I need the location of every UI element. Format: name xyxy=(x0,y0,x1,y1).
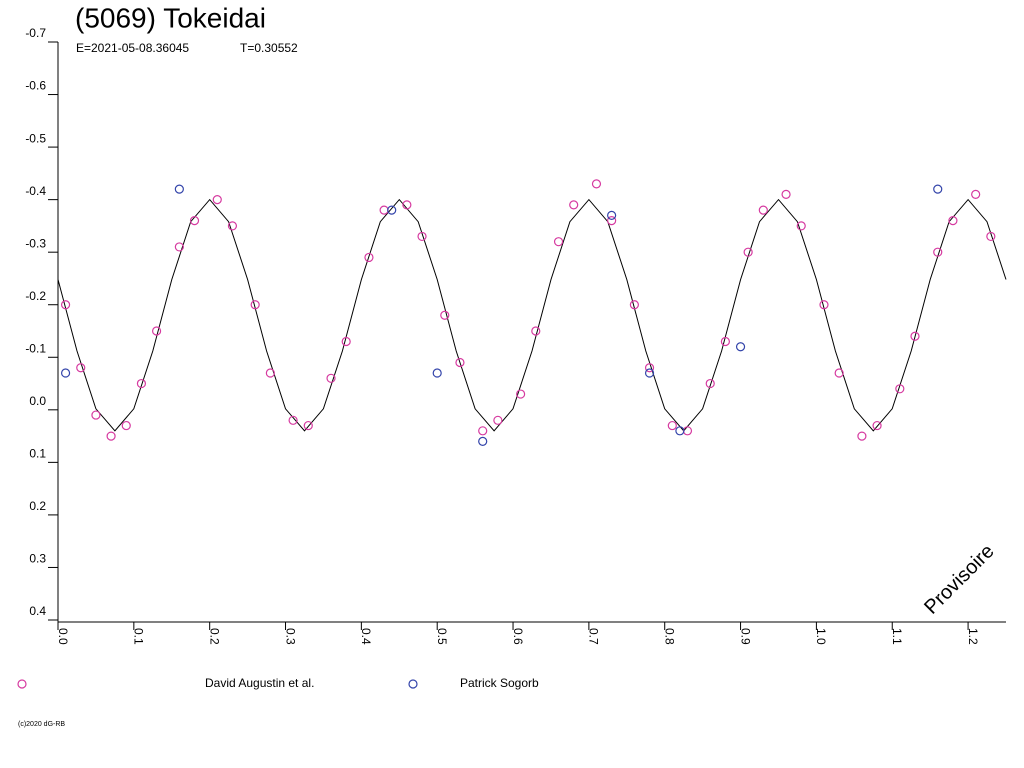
x-tick-label: 0.0 xyxy=(56,628,70,645)
data-point xyxy=(644,363,655,373)
x-tick-label: 0.5 xyxy=(435,628,449,645)
data-point xyxy=(743,247,753,257)
data-point xyxy=(91,410,101,420)
data-point xyxy=(682,426,693,436)
data-point xyxy=(933,247,943,257)
x-tick-label: 0.7 xyxy=(587,628,601,645)
data-point xyxy=(121,420,131,431)
data-point xyxy=(174,242,184,252)
data-point xyxy=(644,368,655,378)
data-point xyxy=(212,195,222,205)
data-point xyxy=(189,216,200,226)
data-point xyxy=(60,300,71,310)
data-point xyxy=(531,326,541,336)
epoch: E=2021-05-08.36045 xyxy=(76,41,189,55)
data-point xyxy=(455,357,465,368)
data-point xyxy=(136,378,147,389)
data-point xyxy=(591,179,602,189)
data-point xyxy=(895,384,905,394)
x-tick-label: 0.4 xyxy=(359,628,373,645)
x-tick-label: 1.1 xyxy=(890,628,904,645)
data-point xyxy=(151,326,162,336)
data-point xyxy=(478,426,488,436)
y-tick-label: 0.1 xyxy=(29,447,46,461)
data-point xyxy=(971,189,981,199)
data-point xyxy=(326,373,336,383)
data-point xyxy=(265,368,275,378)
y-tick-label: 0.3 xyxy=(29,552,46,566)
chart-title: (5069) Tokeidai xyxy=(75,2,266,33)
data-point xyxy=(106,431,116,441)
data-point xyxy=(796,221,806,231)
data-point xyxy=(440,310,450,320)
data-point xyxy=(227,221,238,231)
y-tick-label: -0.5 xyxy=(25,131,46,145)
x-tick-label: 0.6 xyxy=(511,628,525,645)
data-point xyxy=(986,231,996,242)
y-tick-label: -0.4 xyxy=(25,184,46,198)
x-tick-label: 1.2 xyxy=(966,628,980,645)
legend-label: David Augustin et al. xyxy=(205,676,314,690)
data-point xyxy=(60,368,71,378)
y-tick-label: 0.0 xyxy=(29,394,46,408)
legend-marker xyxy=(408,679,418,689)
data-point xyxy=(417,231,427,242)
data-point xyxy=(629,300,639,310)
fit-curve xyxy=(57,198,1007,432)
data-point xyxy=(174,184,184,194)
data-point xyxy=(387,205,397,215)
data-point xyxy=(607,216,617,226)
x-tick-label: 0.8 xyxy=(663,628,677,645)
data-point xyxy=(553,237,564,247)
y-tick-label: -0.3 xyxy=(25,236,46,250)
y-tick-label: -0.6 xyxy=(25,79,46,93)
data-point xyxy=(432,368,442,378)
data-point xyxy=(288,415,298,425)
data-point xyxy=(857,431,867,441)
data-point xyxy=(76,363,86,373)
data-point xyxy=(781,189,791,199)
data-point xyxy=(516,389,526,399)
data-point xyxy=(819,300,829,310)
y-tick-label: 0.4 xyxy=(29,604,46,618)
data-point xyxy=(364,252,374,263)
legend-marker xyxy=(17,679,27,689)
watermark: Provisoire xyxy=(920,540,998,618)
data-point xyxy=(705,378,715,389)
data-point xyxy=(402,200,412,210)
x-tick-label: 0.2 xyxy=(208,628,222,645)
x-tick-label: 0.9 xyxy=(738,628,752,645)
data-point xyxy=(675,426,685,436)
data-point xyxy=(379,205,389,215)
x-tick-label: 0.1 xyxy=(132,628,146,645)
data-point xyxy=(607,210,617,220)
data-point xyxy=(872,420,882,431)
data-point xyxy=(569,200,579,210)
y-tick-label: -0.7 xyxy=(25,26,46,40)
data-point xyxy=(758,205,768,215)
y-tick-label: 0.2 xyxy=(29,499,46,513)
data-point xyxy=(720,336,730,347)
data-point xyxy=(493,415,503,425)
credit: (c)2020 dG-RB xyxy=(18,721,65,728)
x-tick-label: 0.3 xyxy=(283,628,297,645)
data-point xyxy=(834,368,844,378)
legend-label: Patrick Sogorb xyxy=(460,676,539,690)
y-tick-label: -0.1 xyxy=(25,341,46,355)
data-point xyxy=(735,342,746,352)
data-point xyxy=(933,184,943,194)
data-point xyxy=(948,216,958,226)
data-point xyxy=(303,420,313,431)
y-tick-label: -0.2 xyxy=(25,289,46,303)
period: T=0.30552 xyxy=(240,41,298,55)
x-tick-label: 1.0 xyxy=(814,628,828,645)
data-point xyxy=(667,420,677,431)
data-point xyxy=(910,331,920,341)
data-point xyxy=(250,300,260,310)
data-point xyxy=(341,336,351,347)
data-point xyxy=(478,436,488,446)
